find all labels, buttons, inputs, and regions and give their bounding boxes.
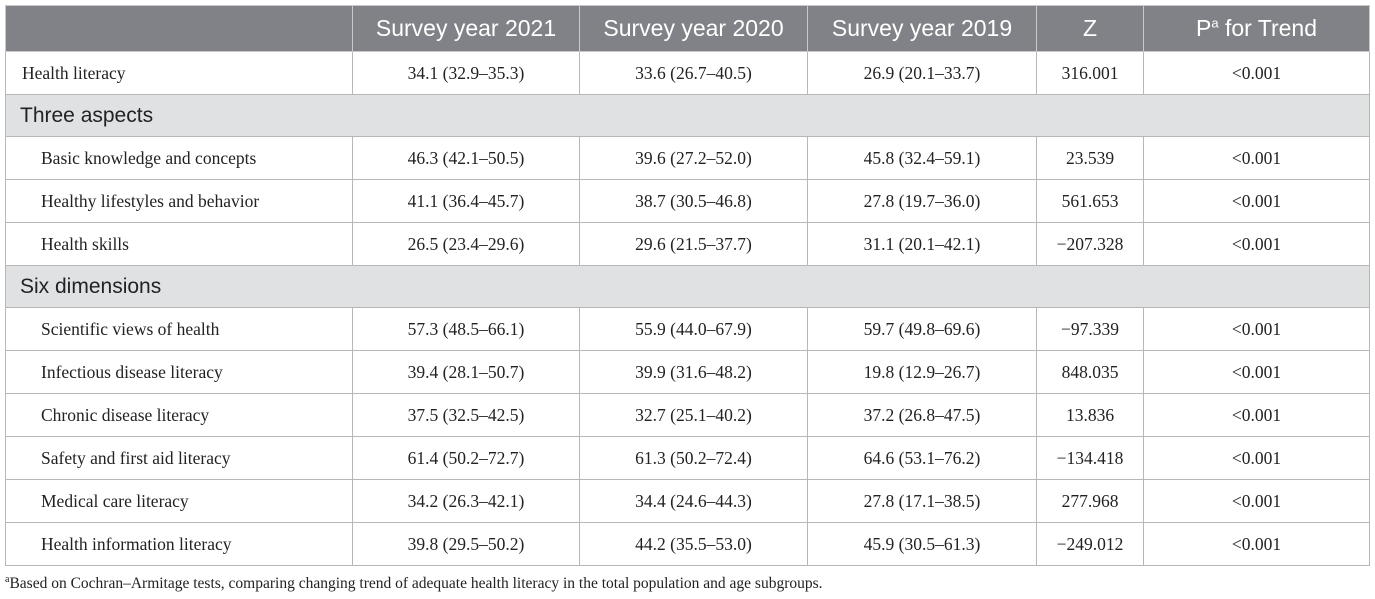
cell-2019: 27.8 (19.7–36.0) (807, 179, 1037, 223)
header-row: Survey year 2021 Survey year 2020 Survey… (5, 5, 1370, 52)
footnote-text: Based on Cochran–Armitage tests, compari… (9, 575, 823, 592)
table-row: Basic knowledge and concepts 46.3 (42.1–… (5, 136, 1370, 180)
cell-z: 23.539 (1036, 136, 1144, 180)
header-p-superscript: a (1211, 15, 1219, 31)
cell-z: −207.328 (1036, 222, 1144, 266)
cell-p: <0.001 (1143, 393, 1370, 437)
cell-2019: 27.8 (17.1–38.5) (807, 479, 1037, 523)
cell-2021: 39.4 (28.1–50.7) (352, 350, 580, 394)
section-title: Six dimensions (5, 265, 1370, 308)
header-2021: Survey year 2021 (352, 5, 580, 52)
cell-2021: 34.1 (32.9–35.3) (352, 51, 580, 95)
cell-p: <0.001 (1143, 350, 1370, 394)
cell-2019: 64.6 (53.1–76.2) (807, 436, 1037, 480)
cell-2020: 39.6 (27.2–52.0) (579, 136, 808, 180)
cell-2020: 61.3 (50.2–72.4) (579, 436, 808, 480)
header-p-letter: P (1195, 15, 1212, 41)
cell-p: <0.001 (1143, 479, 1370, 523)
cell-2019: 45.8 (32.4–59.1) (807, 136, 1037, 180)
cell-p: <0.001 (1143, 436, 1370, 480)
section-row-three-aspects: Three aspects (5, 94, 1370, 137)
cell-2021: 34.2 (26.3–42.1) (352, 479, 580, 523)
row-label: Scientific views of health (5, 307, 353, 351)
results-table-container: Survey year 2021 Survey year 2020 Survey… (5, 5, 1370, 566)
header-2020: Survey year 2020 (579, 5, 808, 52)
cell-p: <0.001 (1143, 136, 1370, 180)
cell-2020: 33.6 (26.7–40.5) (579, 51, 808, 95)
table-row: Safety and first aid literacy 61.4 (50.2… (5, 436, 1370, 480)
cell-p: <0.001 (1143, 222, 1370, 266)
cell-2019: 37.2 (26.8–47.5) (807, 393, 1037, 437)
cell-2020: 29.6 (21.5–37.7) (579, 222, 808, 266)
cell-2020: 32.7 (25.1–40.2) (579, 393, 808, 437)
header-p-trend: Pa for Trend (1143, 5, 1370, 52)
cell-2020: 44.2 (35.5–53.0) (579, 522, 808, 566)
cell-2021: 46.3 (42.1–50.5) (352, 136, 580, 180)
cell-z: 13.836 (1036, 393, 1144, 437)
row-label: Medical care literacy (5, 479, 353, 523)
header-2019: Survey year 2019 (807, 5, 1037, 52)
section-title: Three aspects (5, 94, 1370, 137)
cell-2021: 57.3 (48.5–66.1) (352, 307, 580, 351)
cell-2019: 26.9 (20.1–33.7) (807, 51, 1037, 95)
row-label: Healthy lifestyles and behavior (5, 179, 353, 223)
cell-2019: 59.7 (49.8–69.6) (807, 307, 1037, 351)
row-label: Health literacy (5, 51, 353, 95)
cell-p: <0.001 (1143, 51, 1370, 95)
table-row: Medical care literacy 34.2 (26.3–42.1) 3… (5, 479, 1370, 523)
header-blank (5, 5, 353, 52)
row-label: Infectious disease literacy (5, 350, 353, 394)
cell-2021: 37.5 (32.5–42.5) (352, 393, 580, 437)
table-header: Survey year 2021 Survey year 2020 Survey… (5, 5, 1370, 52)
cell-p: <0.001 (1143, 307, 1370, 351)
cell-2019: 31.1 (20.1–42.1) (807, 222, 1037, 266)
cell-z: 848.035 (1036, 350, 1144, 394)
cell-2019: 45.9 (30.5–61.3) (807, 522, 1037, 566)
header-p-suffix: for Trend (1218, 15, 1317, 41)
cell-z: −249.012 (1036, 522, 1144, 566)
cell-2020: 55.9 (44.0–67.9) (579, 307, 808, 351)
row-label: Chronic disease literacy (5, 393, 353, 437)
cell-p: <0.001 (1143, 179, 1370, 223)
cell-z: 316.001 (1036, 51, 1144, 95)
cell-2020: 38.7 (30.5–46.8) (579, 179, 808, 223)
cell-2020: 34.4 (24.6–44.3) (579, 479, 808, 523)
table-row: Health information literacy 39.8 (29.5–5… (5, 522, 1370, 566)
row-label: Safety and first aid literacy (5, 436, 353, 480)
cell-z: −97.339 (1036, 307, 1144, 351)
table-row: Chronic disease literacy 37.5 (32.5–42.5… (5, 393, 1370, 437)
cell-2021: 41.1 (36.4–45.7) (352, 179, 580, 223)
table-row: Health skills 26.5 (23.4–29.6) 29.6 (21.… (5, 222, 1370, 266)
cell-z: 277.968 (1036, 479, 1144, 523)
table-row: Infectious disease literacy 39.4 (28.1–5… (5, 350, 1370, 394)
cell-z: −134.418 (1036, 436, 1144, 480)
table-row-health-literacy: Health literacy 34.1 (32.9–35.3) 33.6 (2… (5, 51, 1370, 95)
cell-2021: 26.5 (23.4–29.6) (352, 222, 580, 266)
cell-2019: 19.8 (12.9–26.7) (807, 350, 1037, 394)
cell-p: <0.001 (1143, 522, 1370, 566)
table-footnote: aBased on Cochran–Armitage tests, compar… (5, 573, 823, 593)
cell-2021: 61.4 (50.2–72.7) (352, 436, 580, 480)
row-label: Basic knowledge and concepts (5, 136, 353, 180)
cell-2021: 39.8 (29.5–50.2) (352, 522, 580, 566)
cell-2020: 39.9 (31.6–48.2) (579, 350, 808, 394)
row-label: Health information literacy (5, 522, 353, 566)
footnote-marker: a (5, 573, 10, 585)
section-row-six-dimensions: Six dimensions (5, 265, 1370, 308)
table-body: Health literacy 34.1 (32.9–35.3) 33.6 (2… (5, 51, 1370, 566)
table-row: Scientific views of health 57.3 (48.5–66… (5, 307, 1370, 351)
health-literacy-trend-table: Survey year 2021 Survey year 2020 Survey… (5, 5, 1370, 566)
cell-z: 561.653 (1036, 179, 1144, 223)
table-row: Healthy lifestyles and behavior 41.1 (36… (5, 179, 1370, 223)
header-z: Z (1036, 5, 1144, 52)
row-label: Health skills (5, 222, 353, 266)
